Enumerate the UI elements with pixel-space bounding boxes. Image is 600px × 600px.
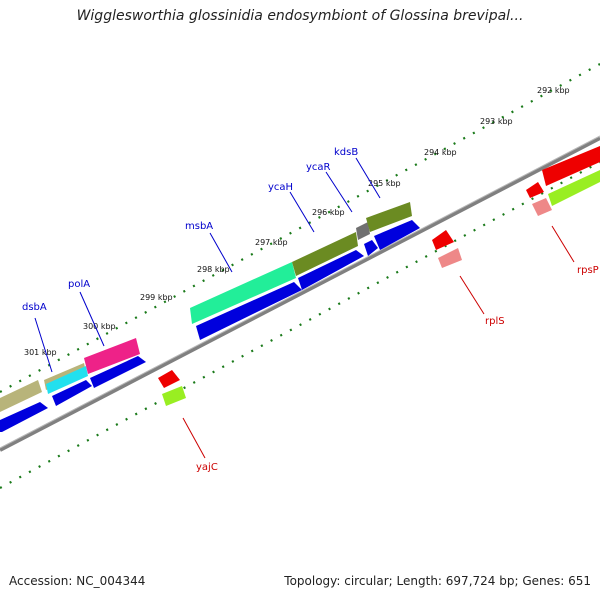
backbone bbox=[0, 136, 600, 452]
feature-bar-olive-dark-2[interactable] bbox=[366, 202, 412, 232]
leader-dsbA bbox=[34, 317, 53, 373]
reverse-feature-rplS-pink[interactable] bbox=[438, 248, 462, 268]
gene-label-kdsB[interactable]: kdsB bbox=[334, 147, 358, 158]
tick-label-298: 298 kbp bbox=[197, 265, 230, 274]
gene-label-polA[interactable]: polA bbox=[68, 279, 90, 290]
reverse-cds-arrow-rplS[interactable] bbox=[432, 230, 454, 250]
gene-label-ycaR[interactable]: ycaR bbox=[306, 162, 331, 173]
feature-bar-gray[interactable] bbox=[356, 222, 370, 240]
leader-kdsB bbox=[355, 157, 381, 199]
feature-bar-olive-left[interactable] bbox=[0, 380, 42, 412]
reverse-cds bbox=[158, 146, 600, 406]
forward-cds-arrow-6[interactable] bbox=[364, 240, 378, 256]
feature-bar-pink[interactable] bbox=[84, 338, 140, 374]
gene-labels: dsbA polA msbA ycaH ycaR kdsB yajC rplS … bbox=[22, 147, 599, 473]
backbone-highlight bbox=[0, 135, 600, 449]
reverse-feature-rpsP-pink[interactable] bbox=[532, 198, 552, 216]
gene-label-yajC[interactable]: yajC bbox=[196, 462, 218, 473]
forward-cds-arrow-4[interactable] bbox=[196, 282, 302, 340]
leader-yajC bbox=[182, 417, 206, 459]
topology-summary: Topology: circular; Length: 697,724 bp; … bbox=[284, 574, 591, 588]
gene-label-msbA[interactable]: msbA bbox=[185, 221, 213, 232]
gene-label-rpsP[interactable]: rpsP bbox=[577, 265, 599, 276]
tick-label-292: 292 kbp bbox=[537, 86, 570, 95]
feature-bar-olive-dark-1[interactable] bbox=[292, 232, 358, 276]
reverse-cds-arrow-yajC[interactable] bbox=[158, 370, 180, 388]
forward-cds-arrow-3[interactable] bbox=[90, 356, 146, 388]
inner-tick-track bbox=[0, 161, 600, 489]
map-title: Wigglesworthia glossinidia endosymbiont … bbox=[76, 8, 524, 24]
feature-bar-mint[interactable] bbox=[190, 262, 296, 324]
gene-label-dsbA[interactable]: dsbA bbox=[22, 302, 47, 313]
forward-cds bbox=[0, 220, 420, 432]
tick-label-297: 297 kbp bbox=[255, 238, 288, 247]
leader-ycaH bbox=[289, 191, 315, 233]
tick-label-300: 300 kbp bbox=[83, 322, 116, 331]
forward-cds-arrow-1[interactable] bbox=[0, 402, 48, 432]
reverse-feature-green-long[interactable] bbox=[548, 170, 600, 206]
leader-ycaR bbox=[325, 171, 353, 213]
reverse-cds-arrow-rpsP[interactable] bbox=[526, 182, 544, 198]
leader-polA bbox=[79, 291, 105, 347]
reverse-cds-arrow-long[interactable] bbox=[542, 146, 600, 186]
leader-rplS bbox=[459, 275, 485, 315]
accession-label: Accession: NC_004344 bbox=[9, 574, 146, 588]
tick-label-301: 301 kbp bbox=[24, 348, 57, 357]
leader-rpsP bbox=[551, 225, 575, 263]
forward-cds-arrow-5[interactable] bbox=[298, 250, 364, 290]
feature-bar-cyan[interactable] bbox=[46, 366, 88, 394]
tick-label-294: 294 kbp bbox=[424, 148, 457, 157]
leader-msbA bbox=[209, 232, 233, 273]
tick-label-296: 296 kbp bbox=[312, 208, 345, 217]
reverse-feature-yajC-green[interactable] bbox=[162, 386, 186, 406]
outer-tick-track bbox=[0, 63, 600, 393]
gene-label-rplS[interactable]: rplS bbox=[485, 316, 505, 327]
forward-cds-arrow-7[interactable] bbox=[374, 220, 420, 250]
forward-cds-arrow-2[interactable] bbox=[52, 380, 92, 406]
tick-label-299: 299 kbp bbox=[140, 293, 173, 302]
feature-bars bbox=[0, 202, 412, 412]
gene-label-ycaH[interactable]: ycaH bbox=[268, 182, 293, 193]
tick-label-295: 295 kbp bbox=[368, 179, 401, 188]
tick-label-293: 293 kbp bbox=[480, 117, 513, 126]
